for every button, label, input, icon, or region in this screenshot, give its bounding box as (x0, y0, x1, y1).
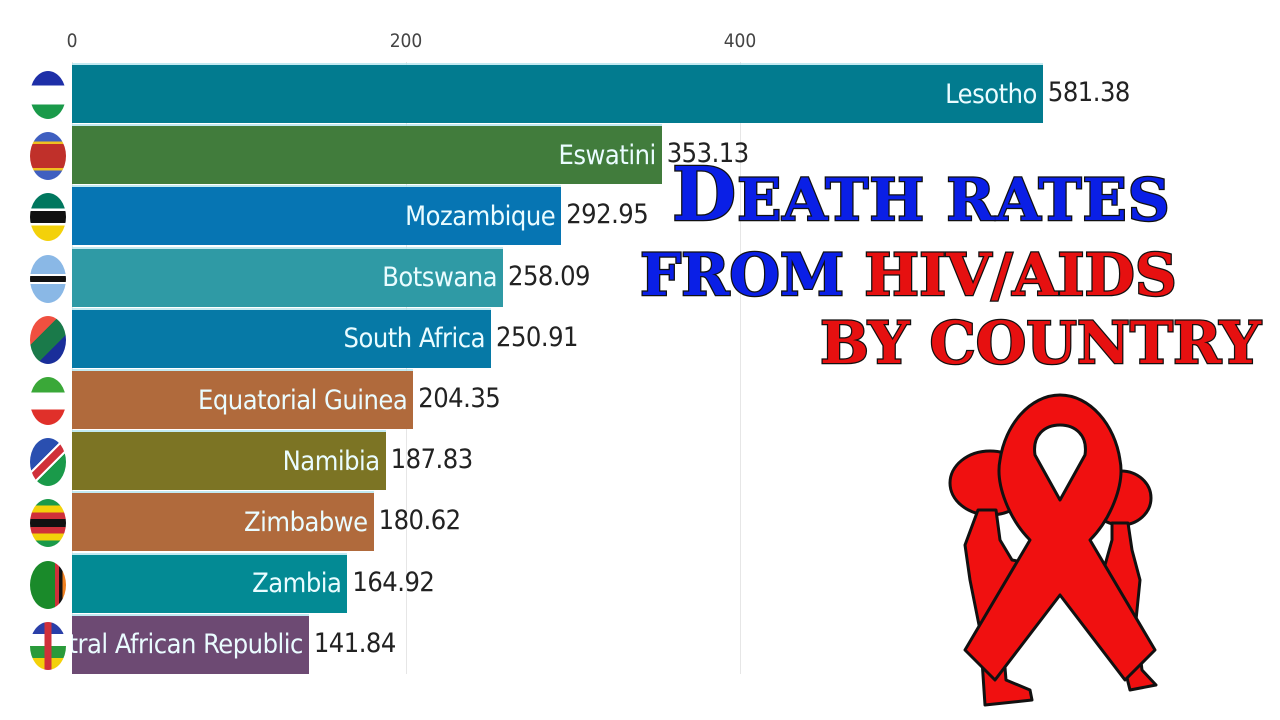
title-line-3: BY COUNTRY (819, 309, 1262, 377)
country-flag-icon (30, 132, 66, 181)
bar: South Africa (72, 309, 492, 368)
country-flag-icon (30, 621, 66, 670)
bar-row: Lesotho 581.38 (0, 65, 1280, 123)
bar-label: Namibia (282, 445, 381, 477)
value-label: 353.13 (666, 138, 749, 170)
bar: Zambia (72, 554, 348, 613)
gridline (72, 62, 73, 674)
value-label: 187.83 (390, 444, 473, 476)
gridline (406, 62, 407, 674)
bar-label: Botswana (382, 262, 497, 294)
bar-row: Botswana 258.09 (0, 248, 1280, 307)
bar: Eswatini (72, 126, 662, 185)
title-hiv-aids: HIV/AIDS (863, 241, 1178, 309)
value-label: 292.95 (566, 199, 649, 231)
bar-label: Mozambique (405, 200, 556, 232)
country-flag-icon (30, 438, 66, 487)
bar: Equatorial Guinea (72, 371, 414, 429)
bar-row: Zambia 164.92 (0, 554, 1280, 613)
country-flag-icon (30, 254, 66, 303)
value-label: 581.38 (1047, 77, 1130, 108)
title-rest: EATH RATES (736, 166, 1171, 234)
gridline (740, 62, 741, 674)
bar: Lesotho (72, 65, 1043, 123)
bar-label: Zimbabwe (244, 506, 368, 538)
bar-row: Zimbabwe 180.62 (0, 493, 1280, 552)
title-initial: D (671, 152, 738, 238)
country-flag-icon (30, 315, 66, 364)
bar: Mozambique (72, 187, 562, 246)
value-label: 250.91 (496, 321, 578, 353)
country-flag-icon (30, 499, 66, 548)
country-flag-icon (30, 71, 66, 119)
bar-label: Lesotho (945, 78, 1037, 110)
bar-row: Equatorial Guinea 204.35 (0, 371, 1280, 429)
title-line-2: FROM HIV/AIDS (639, 245, 1178, 306)
bar: Zimbabwe (72, 493, 374, 552)
bar: Botswana (72, 248, 503, 307)
x-tick-label: 400 (723, 30, 757, 52)
country-flag-icon (30, 193, 66, 242)
bar-row: South Africa 250.91 (0, 309, 1280, 368)
title-from: FROM (639, 241, 865, 309)
bar: Namibia (72, 432, 386, 491)
title-line-1: DEATH RATES (671, 157, 1171, 234)
bar-row: ntral African Republic 141.84 (0, 615, 1280, 674)
x-tick-label: 0 (66, 30, 78, 52)
red-ribbon-with-figures-icon (948, 393, 1158, 707)
bar-label: Equatorial Guinea (198, 384, 408, 416)
bar-row: Mozambique 292.95 (0, 187, 1280, 246)
value-label: 180.62 (378, 505, 461, 537)
bar: ntral African Republic (72, 615, 309, 674)
country-flag-icon (30, 560, 66, 609)
bar-row: Eswatini 353.13 (0, 126, 1280, 185)
value-label: 258.09 (508, 260, 590, 292)
bar-label: South Africa (343, 323, 486, 355)
x-tick-label: 200 (389, 30, 423, 52)
value-label: 164.92 (352, 566, 435, 598)
bar-label: ntral African Republic (72, 629, 303, 661)
bar-label: Eswatini (558, 139, 657, 171)
bar-row: Namibia 187.83 (0, 432, 1280, 491)
bar-label: Zambia (252, 568, 342, 600)
value-label: 141.84 (313, 627, 396, 659)
value-label: 204.35 (418, 383, 501, 414)
country-flag-icon (30, 377, 66, 425)
